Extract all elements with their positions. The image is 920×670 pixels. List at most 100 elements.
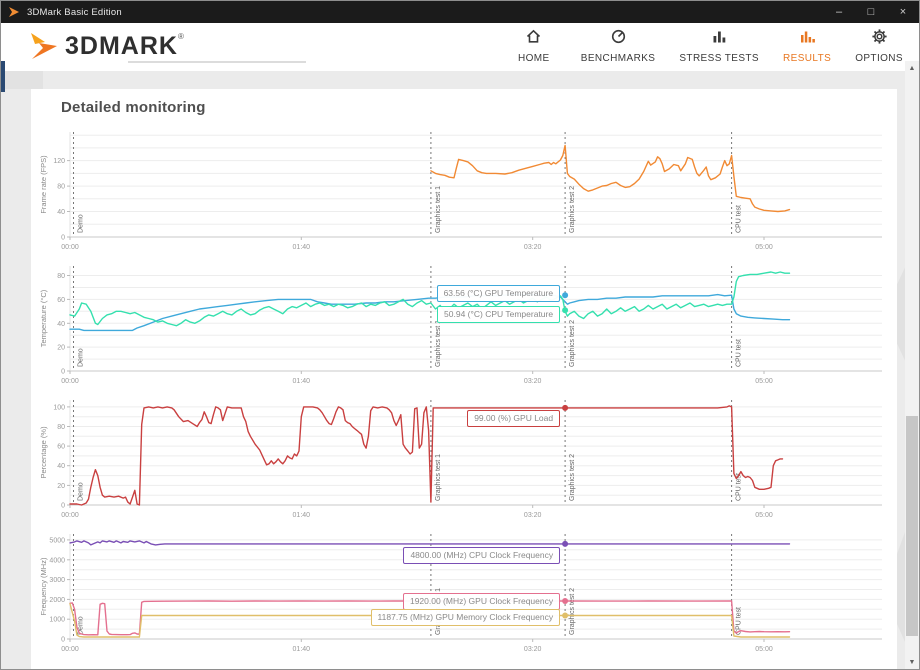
chart-tooltip: 50.94 (°C) CPU Temperature [437,306,561,323]
event-label: Graphics test 2 [569,186,576,233]
scrollbar-thumb[interactable] [906,416,918,636]
event-label: CPU test [736,607,743,635]
x-tick-label: 00:00 [61,378,79,385]
y-tick-label: 20 [57,483,65,490]
chart-canvas: 0 1000 2000 3000 4000 5000 00:00 01:40 03:20 05:0… [39,534,882,653]
chart-tooltip: 99.00 (%) GPU Load [467,409,561,427]
series-cpu-clock-frequency [69,540,791,546]
chart-percentage[interactable]: 0 20 40 60 80 100 00:00 01:40 03:20 05:00 Demo Grap… [37,394,887,526]
x-tick-label: 03:20 [524,512,542,519]
window-title: 3DMark Basic Edition [27,6,122,18]
series-cpu-temperature [69,271,791,327]
y-tick-label: 80 [57,184,65,191]
x-tick-label: 03:20 [524,244,542,251]
tooltip-dot [562,598,569,604]
nav-options[interactable]: OPTIONS [855,28,903,64]
x-tick-label: 01:40 [293,378,311,385]
main-nav: HOME BENCHMARKS STRESS TESTS [511,28,903,64]
y-tick-label: 0 [61,637,65,644]
event-label: Graphics test 1 [435,320,442,367]
scrolled-accent-strip [1,61,5,92]
y-tick-label: 120 [53,158,65,165]
event-label: Demo [78,348,85,367]
chart-canvas: 0 20 40 60 80 00:00 01:40 03:20 05:00 Demo Graphic… [39,266,882,385]
chart-tooltip: 1920.00 (MHz) GPU Clock Frequency [402,593,561,610]
nav-results[interactable]: RESULTS [783,28,831,64]
app-logo-icon [8,6,20,18]
y-axis-title: Frequency (MHz) [39,557,48,615]
maximize-button[interactable]: □ [867,6,875,18]
chart-frequency[interactable]: 0 1000 2000 3000 4000 5000 00:00 01:40 03:20 05:0… [37,528,887,660]
nav-home[interactable]: HOME [511,28,557,64]
event-label: Demo [78,214,85,233]
y-axis-title: Temperature (°C) [39,289,48,347]
event-label: Graphics test 2 [569,454,576,501]
series-frame-rate [430,144,791,213]
event-label: CPU test [736,205,743,233]
tooltip-dot [562,292,569,299]
scrolled-divider [128,61,306,63]
detailed-monitoring-card: Detailed monitoring 0 40 80 120 00:00 01:40 03… [31,89,897,669]
chart-canvas: 0 40 80 120 00:00 01:40 03:20 05:00 Demo Graphics… [39,132,882,251]
y-tick-label: 5000 [49,537,65,544]
tooltip-dot [562,404,569,411]
y-tick-label: 1000 [49,617,65,624]
event-label: Graphics test 2 [569,588,576,635]
series-gpu-clock-frequency [69,600,791,636]
y-tick-label: 40 [57,321,65,328]
home-icon [525,28,542,50]
logo-text: 3DMARK [65,32,178,60]
chart-tooltip: 4800.00 (MHz) CPU Clock Frequency [403,546,561,564]
logo-registered-mark: ® [177,32,184,41]
vertical-scrollbar[interactable]: ▲ ▼ [905,61,919,669]
series-gpu-load [69,405,784,506]
close-button[interactable]: × [899,6,907,18]
y-tick-label: 80 [57,273,65,280]
y-axis-title: Percentage (%) [39,426,48,479]
event-label: Demo [78,482,85,501]
nav-label: HOME [517,53,550,64]
x-tick-label: 00:00 [61,244,79,251]
y-tick-label: 40 [57,209,65,216]
x-tick-label: 00:00 [61,646,79,653]
series-gpu-memory-clock-frequency [69,602,791,638]
chart-tooltip: 63.56 (°C) GPU Temperature [436,285,561,302]
section-heading: Detailed monitoring [61,99,206,116]
scroll-down-icon[interactable]: ▼ [908,658,916,666]
chart-tooltip: 1187.75 (MHz) GPU Memory Clock Frequency [370,609,561,626]
y-tick-label: 0 [61,503,65,510]
nav-stress-tests[interactable]: STRESS TESTS [679,28,759,64]
nav-benchmarks[interactable]: BENCHMARKS [581,28,656,64]
stress-tests-bars-icon [711,28,728,50]
y-tick-label: 20 [57,345,65,352]
y-tick-label: 3000 [49,577,65,584]
nav-label: BENCHMARKS [580,53,656,64]
y-tick-label: 60 [57,297,65,304]
x-tick-label: 01:40 [293,646,311,653]
x-tick-label: 00:00 [61,512,79,519]
x-tick-label: 05:00 [755,512,773,519]
x-tick-label: 05:00 [755,244,773,251]
x-tick-label: 03:20 [524,646,542,653]
chart-temperature[interactable]: 0 20 40 60 80 00:00 01:40 03:20 05:00 Demo Graphic… [37,260,887,392]
options-gear-icon [871,28,888,50]
x-tick-label: 05:00 [755,378,773,385]
y-tick-label: 0 [61,235,65,242]
event-label: Graphics test 1 [435,186,442,233]
y-tick-label: 0 [61,369,65,376]
minimize-button[interactable]: – [835,6,843,18]
tooltip-dot [562,612,569,619]
x-tick-label: 03:20 [524,378,542,385]
nav-label: OPTIONS [855,53,903,64]
chart-frame-rate[interactable]: 0 40 80 120 00:00 01:40 03:20 05:00 Demo Graphics… [37,126,887,258]
chart-canvas: 0 20 40 60 80 100 00:00 01:40 03:20 05:00 Demo Grap… [39,400,882,519]
y-tick-label: 60 [57,444,65,451]
scroll-up-icon[interactable]: ▲ [908,64,916,72]
nav-label: STRESS TESTS [679,53,759,64]
tooltip-dot [562,540,569,547]
tooltip-dot [562,307,569,314]
benchmarks-gauge-icon [610,28,627,50]
app-header: 3DMARK ® HOME BENCHMARKS [1,23,919,71]
y-tick-label: 80 [57,424,65,431]
